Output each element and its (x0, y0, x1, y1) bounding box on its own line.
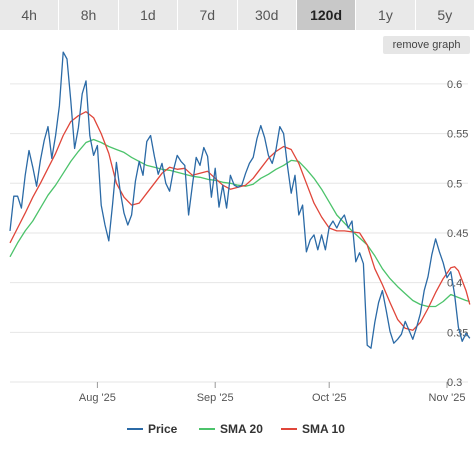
y-tick-label: 0.3 (447, 377, 462, 389)
series-line-sma20 (9, 138, 470, 308)
timeframe-tabs: 4h 8h 1d 7d 30d 120d 1y 5y (0, 0, 474, 30)
y-tick-label: 0.4 (447, 278, 462, 290)
tab-1d[interactable]: 1d (119, 0, 179, 30)
legend-label-sma20: SMA 20 (220, 422, 263, 436)
tab-120d[interactable]: 120d (296, 0, 357, 30)
tab-4h[interactable]: 4h (0, 0, 60, 30)
tab-7d[interactable]: 7d (178, 0, 238, 30)
legend-label-sma10: SMA 10 (302, 422, 345, 436)
x-tick-label: Aug '25 (79, 392, 116, 404)
tab-5y[interactable]: 5y (437, 7, 453, 23)
x-tick-label: Sep '25 (197, 392, 234, 404)
y-tick-label: 0.6 (447, 79, 462, 91)
y-tick-label: 0.35 (447, 327, 468, 339)
series-line-sma10 (9, 111, 471, 331)
tab-1y[interactable]: 1y (356, 0, 416, 30)
series-line-price (9, 51, 471, 349)
legend-label-price: Price (148, 422, 178, 436)
x-tick-label: Oct '25 (312, 392, 347, 404)
tab-30d[interactable]: 30d (238, 0, 297, 30)
y-tick-label: 0.45 (447, 228, 468, 240)
remove-graph-button[interactable]: remove graph (383, 36, 470, 54)
tab-8h[interactable]: 8h (59, 0, 119, 30)
x-tick-label: Nov '25 (429, 392, 466, 404)
y-tick-label: 0.5 (447, 178, 462, 190)
y-tick-label: 0.55 (447, 129, 468, 141)
